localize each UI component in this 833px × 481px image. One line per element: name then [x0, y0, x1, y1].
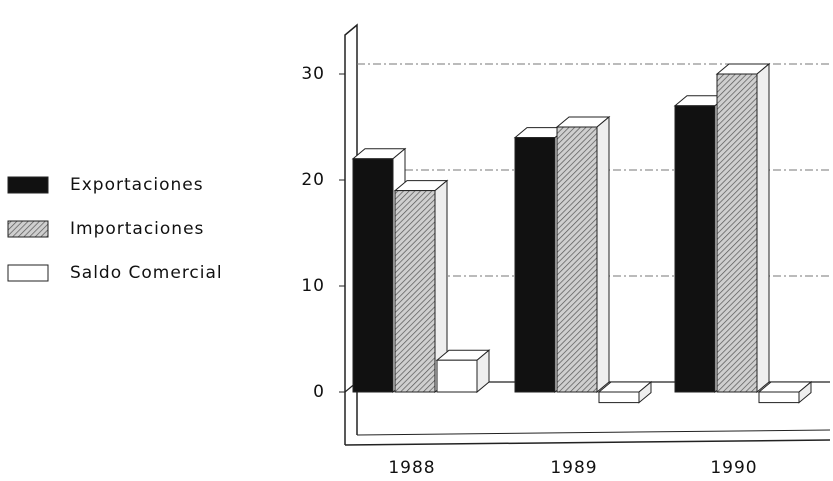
floor-back	[356, 429, 831, 436]
bar	[716, 73, 758, 393]
legend-label: Saldo Comercial	[70, 263, 223, 283]
bar	[556, 126, 598, 393]
floor	[344, 439, 831, 446]
legend-label: Exportaciones	[70, 175, 204, 195]
bar	[436, 359, 478, 393]
bar	[758, 391, 800, 404]
x-tick-label: 1990	[710, 458, 757, 478]
y-tick-label: 30	[301, 64, 325, 84]
y-tick-label: 0	[313, 382, 325, 402]
bar-side	[596, 115, 610, 394]
bar	[352, 158, 394, 393]
legend-swatch	[7, 176, 49, 194]
x-tick-label: 1989	[550, 458, 597, 478]
bar	[674, 105, 716, 393]
bar	[514, 137, 556, 393]
bar	[394, 190, 436, 393]
legend-swatch	[7, 264, 49, 282]
y-tick-label: 10	[301, 276, 325, 296]
bar-side	[756, 62, 770, 394]
legend-label: Importaciones	[70, 219, 204, 239]
bar	[598, 391, 640, 404]
x-tick-label: 1988	[388, 458, 435, 478]
y-tick-label: 20	[301, 170, 325, 190]
legend-swatch	[7, 220, 49, 238]
